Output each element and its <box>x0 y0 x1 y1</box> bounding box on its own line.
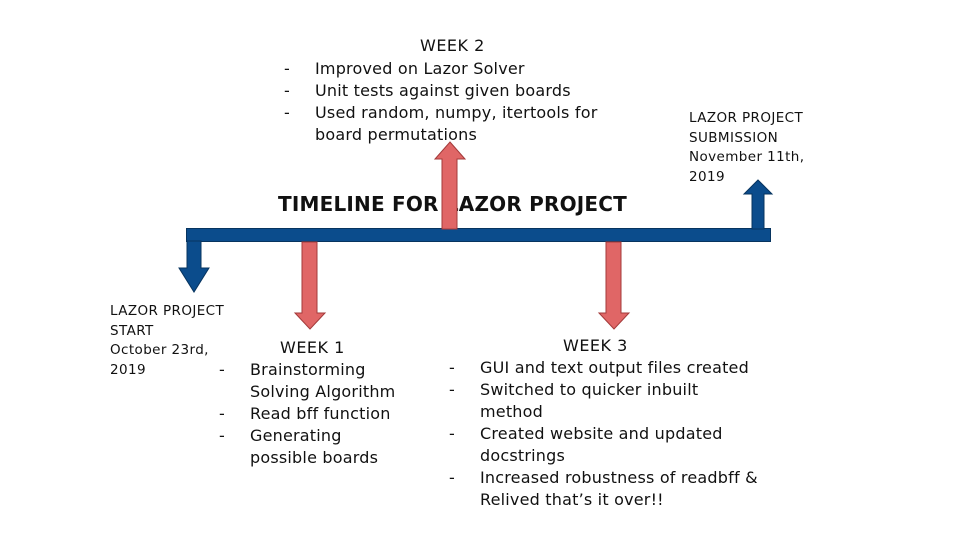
week1-list: Brainstorming Solving Algorithm Read bff… <box>219 359 409 469</box>
week2-list: Improved on Lazor Solver Unit tests agai… <box>284 58 624 146</box>
timeline-bar <box>186 228 771 242</box>
list-item: Used random, numpy, itertools for board … <box>284 102 624 146</box>
week3-arrow <box>597 241 631 330</box>
list-item: Generating possible boards <box>219 425 409 469</box>
start-label-line: LAZOR PROJECT <box>110 303 225 319</box>
week3-heading: WEEK 3 <box>563 336 628 355</box>
start-arrow <box>178 240 210 293</box>
list-item: Read bff function <box>219 403 409 425</box>
list-item: Increased robustness of readbff & Relive… <box>449 467 765 511</box>
submission-label-line: November 11th, <box>689 149 805 165</box>
list-item: Created website and updated docstrings <box>449 423 765 467</box>
week1-heading: WEEK 1 <box>280 338 345 357</box>
start-label-line: START <box>110 322 154 339</box>
submission-arrow <box>742 179 774 230</box>
submission-label-line: LAZOR PROJECT <box>689 110 804 126</box>
list-item: Switched to quicker inbuilt method <box>449 379 765 423</box>
week3-list: GUI and text output files created Switch… <box>449 357 765 511</box>
submission-label: LAZOR PROJECT SUBMISSION November 11th, … <box>689 109 804 187</box>
list-item: Brainstorming Solving Algorithm <box>219 359 409 403</box>
week2-heading: WEEK 2 <box>420 36 485 55</box>
week1-arrow <box>293 241 327 330</box>
submission-label-line: 2019 <box>689 168 725 185</box>
start-label-line: October 23rd, <box>110 342 209 358</box>
start-label-line: 2019 <box>110 361 146 378</box>
submission-label-line: SUBMISSION <box>689 129 779 146</box>
list-item: Improved on Lazor Solver <box>284 58 624 80</box>
list-item: GUI and text output files created <box>449 357 765 379</box>
start-label: LAZOR PROJECT START October 23rd, 2019 <box>110 302 224 380</box>
list-item: Unit tests against given boards <box>284 80 624 102</box>
week2-arrow <box>433 141 467 230</box>
